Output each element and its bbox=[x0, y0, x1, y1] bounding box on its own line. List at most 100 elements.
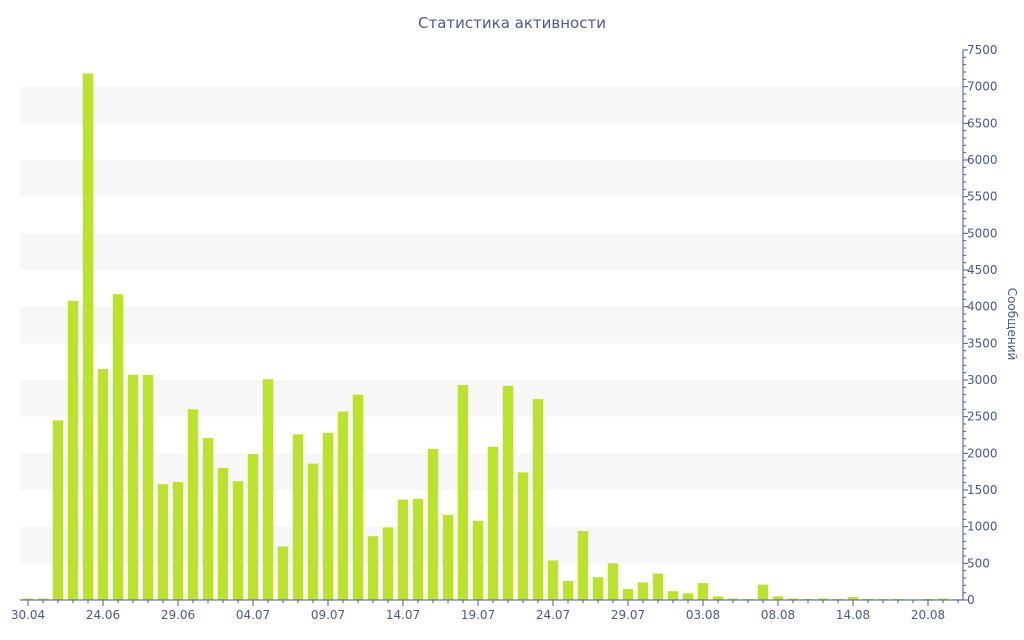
bar[interactable] bbox=[697, 583, 709, 600]
bar[interactable] bbox=[352, 394, 364, 600]
bar[interactable] bbox=[892, 598, 904, 600]
bar[interactable] bbox=[922, 598, 934, 600]
bar[interactable] bbox=[682, 593, 694, 600]
y-tick-label: 0 bbox=[967, 593, 975, 607]
y-tick-label: 500 bbox=[967, 556, 990, 570]
bar[interactable] bbox=[52, 420, 64, 600]
y-tick-label: 6500 bbox=[967, 116, 998, 130]
bar[interactable] bbox=[472, 520, 484, 600]
bar[interactable] bbox=[502, 385, 514, 600]
x-tick-label: 24.07 bbox=[536, 608, 570, 622]
bar[interactable] bbox=[337, 411, 349, 600]
bar[interactable] bbox=[817, 598, 829, 600]
y-tick-label: 6000 bbox=[967, 153, 998, 167]
y-tick-label: 1500 bbox=[967, 483, 998, 497]
y-tick-label: 7500 bbox=[967, 43, 998, 57]
bar[interactable] bbox=[322, 432, 334, 600]
y-tick-label: 2000 bbox=[967, 446, 998, 460]
bar[interactable] bbox=[577, 531, 589, 600]
bar[interactable] bbox=[802, 598, 814, 600]
bar[interactable] bbox=[862, 598, 874, 600]
grid-band bbox=[20, 233, 963, 270]
bar[interactable] bbox=[487, 446, 499, 600]
bar[interactable] bbox=[787, 598, 799, 600]
y-axis-label: Сообщений bbox=[1005, 288, 1019, 361]
y-tick-label: 5500 bbox=[967, 190, 998, 204]
bar[interactable] bbox=[667, 591, 679, 600]
bar-series bbox=[22, 73, 964, 601]
bar[interactable] bbox=[742, 598, 754, 600]
bar[interactable] bbox=[832, 598, 844, 600]
bar[interactable] bbox=[127, 374, 139, 600]
bar[interactable] bbox=[307, 463, 319, 600]
bar[interactable] bbox=[247, 454, 259, 600]
bar[interactable] bbox=[727, 598, 739, 600]
bar[interactable] bbox=[877, 598, 889, 600]
bar[interactable] bbox=[97, 369, 109, 600]
x-tick-label: 09.07 bbox=[311, 608, 345, 622]
x-tick-label: 14.08 bbox=[836, 608, 870, 622]
x-tick-label: 30.04 bbox=[11, 608, 45, 622]
bar[interactable] bbox=[22, 598, 34, 600]
y-tick-label: 1000 bbox=[967, 520, 998, 534]
bar[interactable] bbox=[607, 563, 619, 600]
bar[interactable] bbox=[202, 437, 214, 600]
bar[interactable] bbox=[112, 294, 124, 600]
bar[interactable] bbox=[67, 300, 79, 600]
x-tick-label: 03.08 bbox=[686, 608, 720, 622]
bar[interactable] bbox=[172, 481, 184, 600]
bar[interactable] bbox=[232, 481, 244, 600]
bar[interactable] bbox=[457, 385, 469, 600]
bar[interactable] bbox=[277, 546, 289, 600]
y-tick-label: 3000 bbox=[967, 373, 998, 387]
chart-title: Статистика активности bbox=[418, 14, 606, 32]
x-tick-label: 08.08 bbox=[761, 608, 795, 622]
bar[interactable] bbox=[367, 536, 379, 600]
bar[interactable] bbox=[652, 573, 664, 600]
grid-band bbox=[20, 380, 963, 417]
bar[interactable] bbox=[292, 434, 304, 600]
bar[interactable] bbox=[622, 589, 634, 600]
bar[interactable] bbox=[217, 468, 229, 600]
y-tick-label: 7000 bbox=[967, 80, 998, 94]
bar[interactable] bbox=[397, 499, 409, 600]
y-tick-label: 4000 bbox=[967, 300, 998, 314]
bar[interactable] bbox=[757, 584, 769, 600]
bar[interactable] bbox=[847, 597, 859, 600]
x-tick-label: 04.07 bbox=[236, 608, 270, 622]
y-tick-label: 5000 bbox=[967, 226, 998, 240]
bar[interactable] bbox=[937, 598, 949, 600]
x-tick-label: 19.07 bbox=[461, 608, 495, 622]
bar[interactable] bbox=[637, 582, 649, 600]
x-tick-label: 24.06 bbox=[86, 608, 120, 622]
bar[interactable] bbox=[517, 472, 529, 600]
x-tick-label: 29.07 bbox=[611, 608, 645, 622]
bar[interactable] bbox=[592, 577, 604, 600]
bar[interactable] bbox=[712, 596, 724, 600]
bar[interactable] bbox=[382, 527, 394, 600]
grid-band bbox=[20, 160, 963, 197]
bar[interactable] bbox=[412, 498, 424, 600]
bar[interactable] bbox=[82, 73, 94, 601]
bar[interactable] bbox=[532, 399, 544, 600]
bar[interactable] bbox=[562, 580, 574, 600]
x-tick-label: 14.07 bbox=[386, 608, 420, 622]
y-axis: 0 500 1000 1500 2000 2500 3000 3500 4000 4500 5000… bbox=[962, 43, 998, 607]
x-tick-label: 29.06 bbox=[161, 608, 195, 622]
y-tick-label: 3500 bbox=[967, 336, 998, 350]
bar[interactable] bbox=[187, 409, 199, 600]
bar[interactable] bbox=[442, 514, 454, 600]
y-tick-label: 4500 bbox=[967, 263, 998, 277]
grid-band bbox=[20, 306, 963, 344]
bar[interactable] bbox=[262, 379, 274, 600]
bar[interactable] bbox=[157, 484, 169, 600]
bar[interactable] bbox=[427, 448, 439, 600]
bar[interactable] bbox=[772, 596, 784, 600]
grid-bands bbox=[20, 86, 963, 564]
bar[interactable] bbox=[142, 374, 154, 600]
grid-band bbox=[20, 86, 963, 124]
bar[interactable] bbox=[547, 560, 559, 600]
bar[interactable] bbox=[37, 598, 49, 600]
